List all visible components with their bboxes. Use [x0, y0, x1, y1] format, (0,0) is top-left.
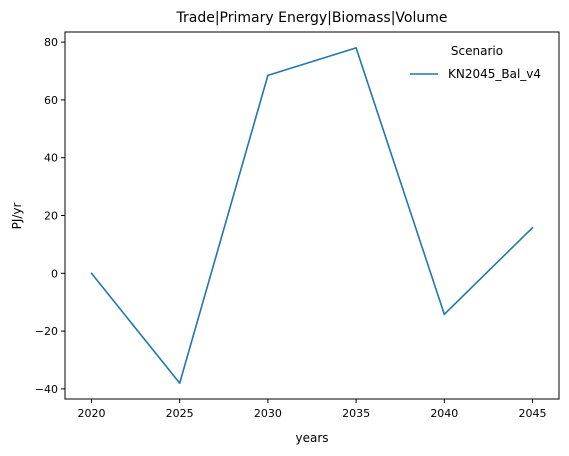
y-tick-label: −20: [35, 325, 58, 338]
x-tick-label: 2040: [430, 407, 458, 420]
y-axis-label: PJ/yr: [10, 203, 24, 230]
data-point: [267, 74, 269, 77]
series-line-0: [90, 47, 534, 384]
x-axis: 2020 2025 2030 2035 2040 2045: [77, 399, 547, 420]
y-tick-label: 80: [44, 36, 58, 49]
legend: Scenario KN2045_Bal_v4: [410, 44, 541, 81]
x-tick-label: 2045: [519, 407, 547, 420]
y-tick-label: 0: [51, 267, 58, 280]
data-point: [443, 313, 446, 316]
x-tick-label: 2030: [254, 407, 282, 420]
y-tick-label: 20: [44, 210, 58, 223]
x-tick-label: 2035: [342, 407, 370, 420]
legend-title: Scenario: [451, 44, 503, 58]
chart-title: Trade|Primary Energy|Biomass|Volume: [176, 10, 448, 26]
data-point: [90, 272, 93, 275]
series-layer: [90, 47, 534, 384]
data-point: [355, 47, 357, 49]
y-axis: −40 −20 0 20 40 60 80: [35, 36, 65, 396]
plot-frame: [64, 31, 560, 400]
x-tick-label: 2025: [166, 407, 194, 420]
data-point: [178, 382, 181, 384]
data-point: [531, 226, 534, 229]
x-tick-label: 2020: [77, 407, 105, 420]
y-tick-label: −40: [35, 383, 58, 396]
y-tick-label: 40: [44, 152, 58, 165]
legend-label-series-0: KN2045_Bal_v4: [448, 67, 541, 81]
plot-area: [64, 31, 560, 400]
x-axis-label: years: [295, 431, 328, 445]
y-tick-label: 60: [44, 94, 58, 107]
